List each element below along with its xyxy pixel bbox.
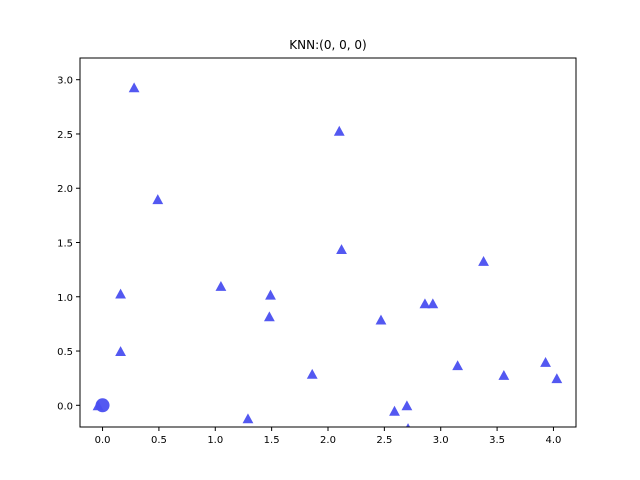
circle-point	[95, 398, 110, 413]
x-tick-label: 4.0	[546, 435, 562, 446]
triangle-point	[389, 405, 400, 416]
y-tick-label: 1.0	[57, 293, 73, 304]
triangle-point	[115, 346, 126, 357]
x-tick-label: 1.0	[207, 435, 223, 446]
plot-frame	[79, 57, 577, 428]
chart-title: KNN:(0, 0, 0)	[289, 38, 366, 52]
triangle-point	[405, 423, 411, 427]
x-tick-label: 3.5	[489, 435, 505, 446]
x-axis: 0.0 0.5 1.0 1.5 2.0 2.5 3.0 3.5 4.0	[95, 427, 562, 446]
triangle-point	[215, 280, 227, 291]
x-tick-label: 2.0	[320, 435, 336, 446]
triangle-point	[401, 400, 413, 411]
triangle-point	[128, 82, 140, 93]
y-tick-label: 2.0	[57, 184, 73, 195]
triangle-point	[263, 311, 275, 322]
triangle-point	[452, 360, 464, 371]
x-tick-label: 3.0	[433, 435, 449, 446]
x-tick-label: 0.0	[95, 435, 111, 446]
y-tick-label: 3.0	[57, 76, 73, 87]
triangle-point	[375, 314, 387, 325]
x-tick-label: 0.5	[151, 435, 167, 446]
triangle-point	[152, 194, 164, 205]
data-marks	[92, 82, 563, 427]
y-axis: 0.0 0.5 1.0 1.5 2.0 2.5 3.0	[57, 76, 80, 412]
triangle-point	[427, 298, 439, 309]
y-tick-label: 0.0	[57, 401, 73, 412]
triangle-point	[419, 298, 431, 309]
triangle-point	[498, 369, 510, 380]
triangle-point	[551, 373, 563, 384]
triangle-point	[265, 289, 276, 300]
y-tick-label: 2.5	[57, 130, 73, 141]
triangle-point	[333, 125, 345, 136]
x-tick-label: 2.5	[376, 435, 392, 446]
triangle-point	[540, 356, 551, 367]
y-tick-label: 0.5	[57, 347, 73, 358]
triangle-point	[242, 413, 254, 424]
triangle-point	[336, 244, 347, 254]
triangle-point	[115, 288, 126, 299]
triangle-point	[478, 256, 489, 266]
triangle-point	[306, 368, 318, 379]
y-tick-label: 1.5	[57, 239, 73, 250]
x-tick-label: 1.5	[264, 435, 280, 446]
